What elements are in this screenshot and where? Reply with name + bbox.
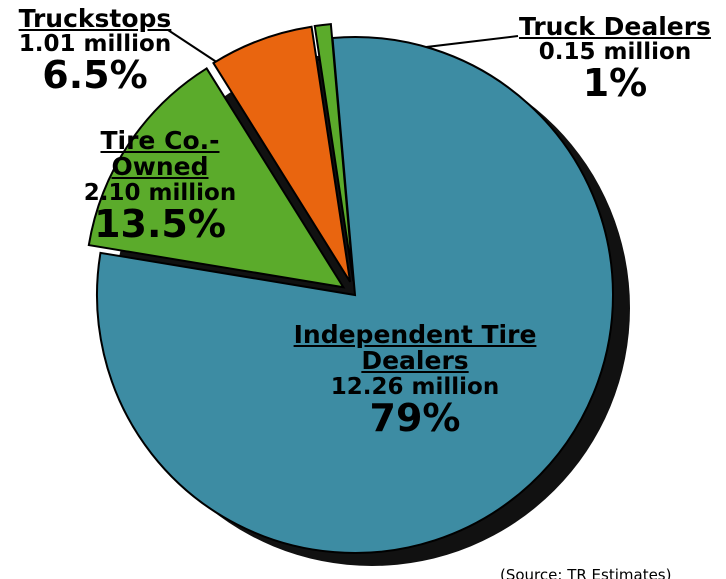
pie-slice (87, 67, 346, 289)
amount-label: 2.10 million (83, 179, 237, 206)
category-label: Truck Dealers (519, 12, 711, 41)
pie-slice (313, 22, 355, 282)
amount-label: 12.26 million (330, 373, 500, 400)
percent-label: 79% (369, 395, 461, 440)
slice-label: Tire Co.-Owned 2.10 million 13.5% (60, 126, 260, 246)
category-label: Truckstops (18, 4, 172, 33)
pie-slice (96, 36, 614, 554)
slice-label: Truckstops 1.01 million 6.5% (0, 4, 190, 98)
percent-label: 1% (582, 61, 648, 106)
slice-label: Truck Dealers 0.15 million 1% (515, 12, 715, 106)
slice-label: Independent Tire Dealers 12.26 million 79% (280, 320, 550, 440)
pie-slice (212, 25, 352, 283)
percent-label: 13.5% (94, 201, 226, 246)
category-label: Tire Co.-Owned (100, 126, 220, 182)
amount-label: 0.15 million (538, 39, 692, 66)
amount-label: 1.01 million (18, 31, 172, 58)
percent-label: 6.5% (42, 53, 148, 98)
source-note: (Source: TR Estimates) (500, 566, 672, 579)
category-label: Independent Tire Dealers (293, 320, 537, 376)
